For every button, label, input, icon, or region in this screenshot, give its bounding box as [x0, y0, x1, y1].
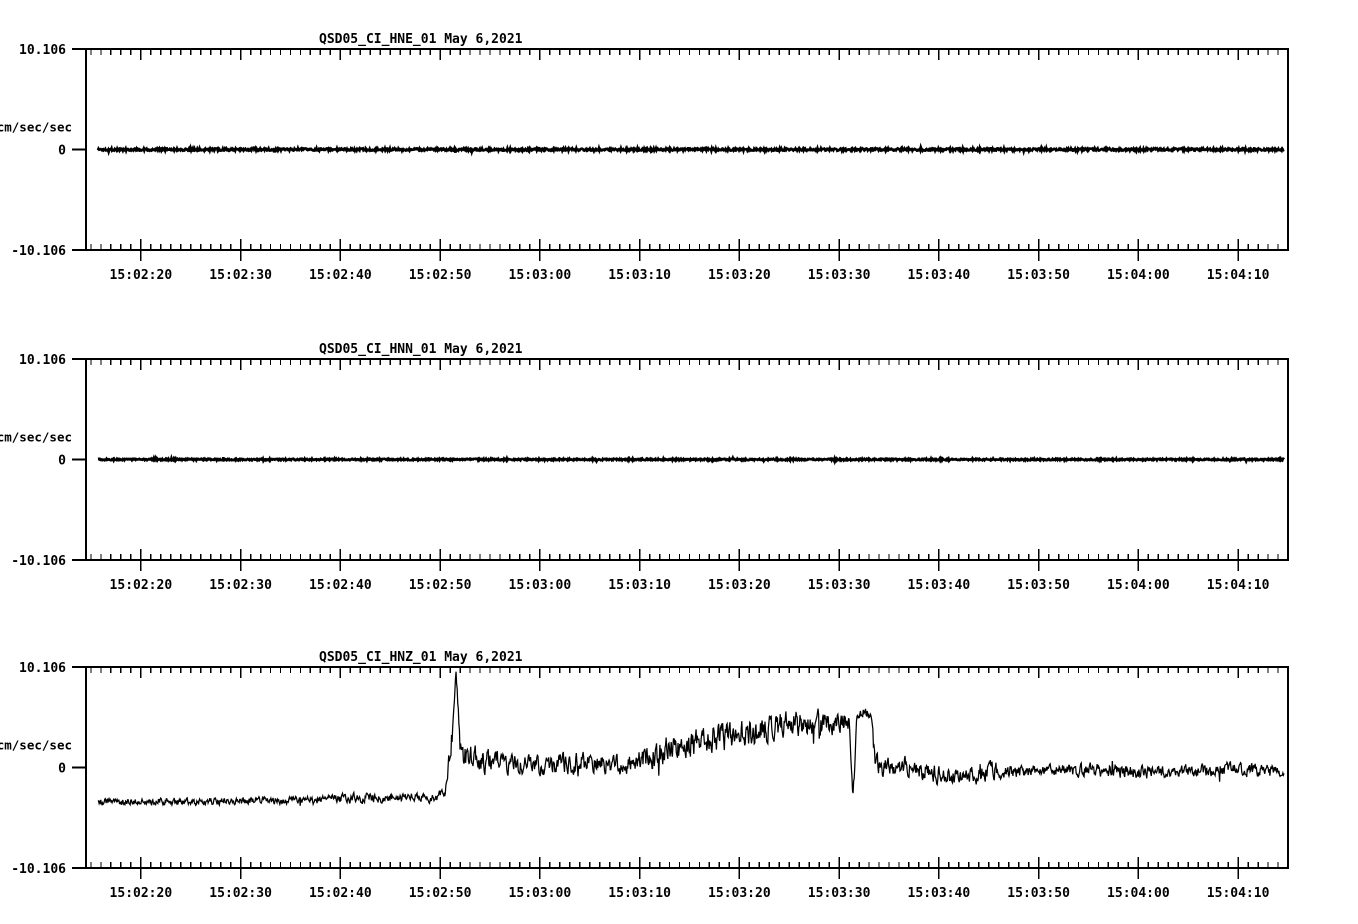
x-tick-label: 15:03:40 — [908, 268, 971, 283]
x-tick-label: 15:04:00 — [1107, 578, 1170, 593]
x-tick-label: 15:03:50 — [1007, 578, 1070, 593]
y-axis-label: cm/sec/sec — [0, 738, 72, 753]
y-tick-label: -10.106 — [11, 244, 66, 259]
x-tick-label: 15:03:00 — [509, 268, 572, 283]
y-axis-label: cm/sec/sec — [0, 120, 72, 135]
x-tick-label: 15:02:20 — [110, 268, 173, 283]
x-tick-label: 15:03:30 — [808, 268, 871, 283]
x-tick-label: 15:03:10 — [608, 268, 671, 283]
plot-frame — [85, 666, 1289, 869]
x-tick-label: 15:02:40 — [309, 578, 372, 593]
panel-title: QSD05_CI_HNE_01 May 6,2021 — [319, 32, 523, 47]
x-tick-label: 15:03:30 — [808, 886, 871, 901]
y-axis-label: cm/sec/sec — [0, 430, 72, 445]
x-tick-label: 15:02:30 — [209, 268, 272, 283]
panel-canvas: QSD05_CI_HNN_01 May 6,2021 15:02:20 15:02:… — [0, 342, 1289, 593]
y-tick-label: 10.106 — [19, 353, 66, 368]
x-tick-label: 15:03:40 — [908, 886, 971, 901]
x-tick-label: 15:03:50 — [1007, 268, 1070, 283]
x-tick-label: 15:03:20 — [708, 886, 771, 901]
x-tick-label: 15:04:00 — [1107, 268, 1170, 283]
waveform-trace — [96, 142, 1285, 157]
y-tick-label: 10.106 — [19, 43, 66, 58]
y-tick-label: 0 — [58, 144, 66, 159]
panel-canvas: QSD05_CI_HNZ_01 May 6,2021 15:02:20 15:02:… — [0, 650, 1289, 901]
x-tick-label: 15:02:40 — [309, 268, 372, 283]
seismogram-panel-hnz: QSD05_CI_HNZ_01 May 6,2021 15:02:20 15:02:… — [0, 618, 1358, 924]
x-tick-label: 15:02:20 — [110, 578, 173, 593]
x-tick-label: 15:03:00 — [509, 578, 572, 593]
x-tick-label: 15:02:50 — [409, 268, 472, 283]
x-tick-label: 15:03:50 — [1007, 886, 1070, 901]
panel-title: QSD05_CI_HNZ_01 May 6,2021 — [319, 650, 523, 665]
y-tick-label: 0 — [58, 454, 66, 469]
panel-canvas: QSD05_CI_HNE_01 May 6,2021 15:02:20 15:02:… — [0, 32, 1289, 283]
x-tick-label: 15:03:40 — [908, 578, 971, 593]
panel-title: QSD05_CI_HNN_01 May 6,2021 — [319, 342, 523, 357]
waveform-trace — [97, 453, 1285, 466]
seismogram-panel-hnn: QSD05_CI_HNN_01 May 6,2021 15:02:20 15:02:… — [0, 310, 1358, 616]
y-tick-label: 10.106 — [19, 661, 66, 676]
seismogram-panel-hne: QSD05_CI_HNE_01 May 6,2021 15:02:20 15:02:… — [0, 0, 1358, 306]
x-tick-label: 15:04:10 — [1207, 268, 1270, 283]
x-tick-label: 15:03:00 — [509, 886, 572, 901]
x-tick-label: 15:03:10 — [608, 578, 671, 593]
x-tick-label: 15:02:20 — [110, 886, 173, 901]
x-tick-label: 15:02:50 — [409, 578, 472, 593]
y-tick-label: -10.106 — [11, 554, 66, 569]
x-tick-label: 15:02:50 — [409, 886, 472, 901]
x-tick-label: 15:02:30 — [209, 578, 272, 593]
x-tick-label: 15:02:40 — [309, 886, 372, 901]
y-tick-label: 0 — [58, 762, 66, 777]
x-tick-label: 15:02:30 — [209, 886, 272, 901]
y-tick-label: -10.106 — [11, 862, 66, 877]
x-tick-label: 15:03:10 — [608, 886, 671, 901]
x-tick-label: 15:03:30 — [808, 578, 871, 593]
x-tick-label: 15:04:10 — [1207, 886, 1270, 901]
x-tick-label: 15:04:00 — [1107, 886, 1170, 901]
x-tick-label: 15:04:10 — [1207, 578, 1270, 593]
waveform-trace — [97, 671, 1285, 808]
x-tick-label: 15:03:20 — [708, 268, 771, 283]
x-tick-label: 15:03:20 — [708, 578, 771, 593]
